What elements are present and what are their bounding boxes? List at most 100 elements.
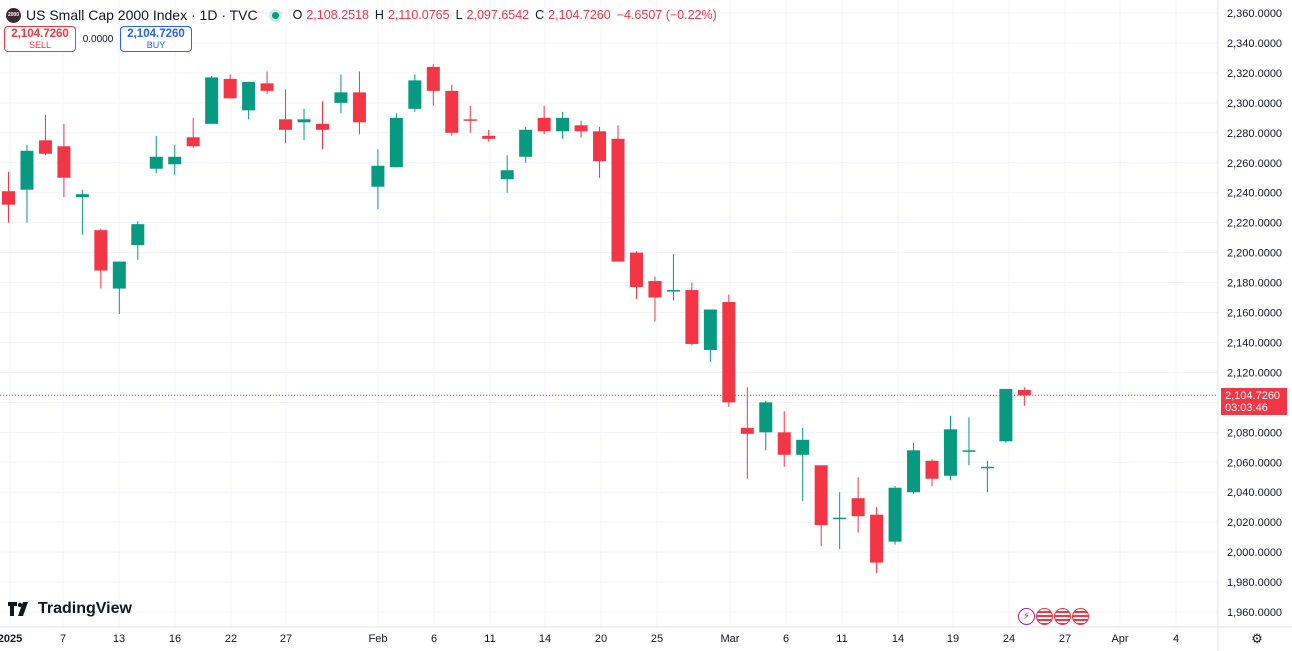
candle-body <box>574 125 588 132</box>
trade-buttons: 2,104.7260 SELL 0.0000 2,104.7260 BUY <box>4 26 192 52</box>
candle-body <box>38 140 52 154</box>
candle-body <box>556 117 570 132</box>
candle-body <box>260 83 274 91</box>
candle[interactable] <box>962 417 976 466</box>
candle[interactable] <box>999 388 1013 443</box>
price-tick-label: 2,280.0000 <box>1227 128 1282 140</box>
candle[interactable] <box>519 126 533 163</box>
us-flag-icon[interactable] <box>1036 608 1053 625</box>
candle[interactable] <box>131 221 145 261</box>
candle[interactable] <box>75 189 89 235</box>
candle[interactable] <box>740 387 754 479</box>
candle[interactable] <box>260 71 274 94</box>
candle[interactable] <box>445 84 459 136</box>
candle[interactable] <box>371 149 385 210</box>
candle[interactable] <box>205 75 219 124</box>
candle-body <box>611 138 625 262</box>
candle-body <box>740 427 754 434</box>
gear-icon[interactable]: ⚙ <box>1251 631 1263 646</box>
candle-body <box>371 165 385 187</box>
us-flag-icon[interactable] <box>1072 608 1089 625</box>
price-axis[interactable]: 2,360.0000 2,340.0000 2,320.0000 2,300.0000… <box>1227 8 1282 619</box>
time-tick-label: Mar <box>721 633 740 645</box>
candle[interactable] <box>814 465 828 547</box>
us-flag-icon[interactable] <box>1054 608 1071 625</box>
sell-price: 2,104.7260 <box>11 28 69 40</box>
candle[interactable] <box>759 400 773 451</box>
candle[interactable] <box>796 427 810 502</box>
candle[interactable] <box>242 81 256 120</box>
symbol-logo-icon[interactable]: 2000 <box>6 7 21 23</box>
candle-body <box>833 517 847 520</box>
candle-body <box>870 514 884 563</box>
candle[interactable] <box>57 123 71 198</box>
candle[interactable] <box>629 251 643 300</box>
candle[interactable] <box>980 460 994 493</box>
candle[interactable] <box>389 113 403 168</box>
candle[interactable] <box>703 309 717 362</box>
price-tick-label: 2,020.0000 <box>1227 517 1282 529</box>
candle[interactable] <box>943 415 957 481</box>
high-label: H <box>374 8 384 22</box>
candle-body <box>907 450 921 493</box>
candle[interactable] <box>537 105 551 135</box>
candle[interactable] <box>925 459 939 487</box>
candle-body <box>463 119 477 121</box>
price-tick-label: 2,340.0000 <box>1227 38 1282 50</box>
symbol-title[interactable]: US Small Cap 2000 Index · 1D · TVC <box>26 7 258 23</box>
candle[interactable] <box>20 144 34 223</box>
candle[interactable] <box>315 101 329 150</box>
candle-body <box>980 466 994 469</box>
open-value: 2,108.2518 <box>306 8 369 22</box>
candle[interactable] <box>2 171 15 223</box>
candle[interactable] <box>1017 387 1031 406</box>
candle-body <box>2 191 15 205</box>
candle[interactable] <box>593 126 607 178</box>
candle[interactable] <box>556 111 570 139</box>
candle[interactable] <box>777 411 791 467</box>
candle[interactable] <box>482 129 496 142</box>
candle[interactable] <box>833 492 847 550</box>
candle-body <box>1017 390 1031 396</box>
candle-body <box>168 156 182 165</box>
candle[interactable] <box>297 108 311 141</box>
candle[interactable] <box>463 105 477 133</box>
candle[interactable] <box>611 125 625 262</box>
candle[interactable] <box>907 442 921 494</box>
sell-button[interactable]: 2,104.7260 SELL <box>4 26 76 52</box>
candle[interactable] <box>334 74 348 114</box>
candle[interactable] <box>648 276 662 322</box>
candle[interactable] <box>666 254 680 301</box>
lightning-icon[interactable]: ⚡ <box>1018 608 1035 625</box>
tradingview-logo[interactable]: TradingView <box>8 600 132 618</box>
candle[interactable] <box>223 74 237 99</box>
candle-body <box>519 129 533 157</box>
candle[interactable] <box>94 228 108 289</box>
time-tick-label: Apr <box>1111 633 1128 645</box>
candle[interactable] <box>888 486 902 545</box>
candle[interactable] <box>279 89 293 144</box>
candle[interactable] <box>851 477 865 533</box>
last-price-tag: 2,104.7260 03:03:46 <box>1221 388 1287 415</box>
candle[interactable] <box>168 144 182 175</box>
candle[interactable] <box>149 135 163 174</box>
candle[interactable] <box>408 74 422 112</box>
candle[interactable] <box>38 114 52 156</box>
time-axis[interactable]: 2025 7 13 16 22 27 Feb 6 11 14 20 25 Mar 6 11 14 19 24 27 A… <box>0 633 1179 645</box>
buy-button[interactable]: 2,104.7260 BUY <box>120 26 192 52</box>
candle[interactable] <box>186 117 200 148</box>
time-tick-label: Feb <box>369 633 388 645</box>
candle[interactable] <box>112 261 126 315</box>
candle[interactable] <box>426 63 440 106</box>
candle[interactable] <box>574 120 588 138</box>
candle[interactable] <box>685 282 699 346</box>
candle[interactable] <box>722 294 736 407</box>
candle-body <box>149 156 163 169</box>
candle[interactable] <box>352 71 366 135</box>
price-tick-label: 2,140.0000 <box>1227 337 1282 349</box>
candle[interactable] <box>870 507 884 574</box>
market-status-icon[interactable] <box>271 11 279 19</box>
time-tick-label: 11 <box>836 633 847 645</box>
candle[interactable] <box>500 155 514 193</box>
